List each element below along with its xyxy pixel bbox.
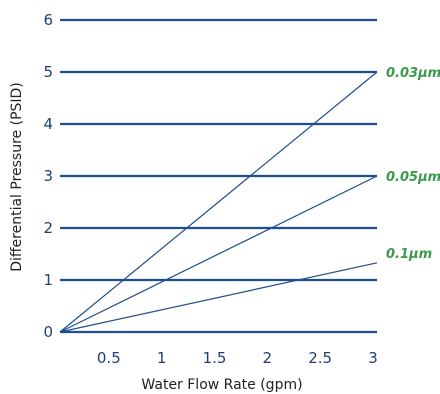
x-tick-label-1: 1	[157, 349, 167, 367]
series-label-1: 0.05µm	[386, 170, 440, 185]
grid-layer	[60, 18, 377, 334]
series-layer	[59, 71, 378, 333]
series-line-2	[59, 262, 378, 333]
x-tick-label-2: 2	[263, 349, 273, 367]
x-tick-label-1.5: 1.5	[203, 349, 227, 367]
x-tick-label-0.5: 0.5	[97, 349, 121, 367]
y-tick-label-3: 3	[43, 167, 53, 185]
x-tick-label-3: 3	[368, 349, 378, 367]
y-tick-layer: 0 1 2 3 4 5 6	[43, 11, 53, 341]
x-axis-title: Water Flow Rate (gpm)	[141, 377, 302, 393]
series-label-0: 0.03µm	[386, 66, 440, 81]
series-line-1	[59, 175, 378, 333]
x-tick-label-2.5: 2.5	[308, 349, 332, 367]
y-tick-label-1: 1	[43, 271, 53, 289]
y-axis-title: Differential Pressure (PSID)	[9, 82, 25, 272]
y-tick-label-0: 0	[43, 323, 53, 341]
x-tick-layer: 0.5 1 1.5 2 2.5 3	[97, 349, 378, 367]
series-label-layer: 0.03µm 0.05µm 0.1µm	[386, 66, 440, 262]
y-tick-label-2: 2	[43, 219, 53, 237]
y-tick-label-5: 5	[43, 63, 53, 81]
y-tick-label-6: 6	[43, 11, 53, 29]
y-tick-label-4: 4	[43, 115, 53, 133]
series-line-0	[59, 71, 378, 333]
series-label-2: 0.1µm	[386, 247, 432, 262]
